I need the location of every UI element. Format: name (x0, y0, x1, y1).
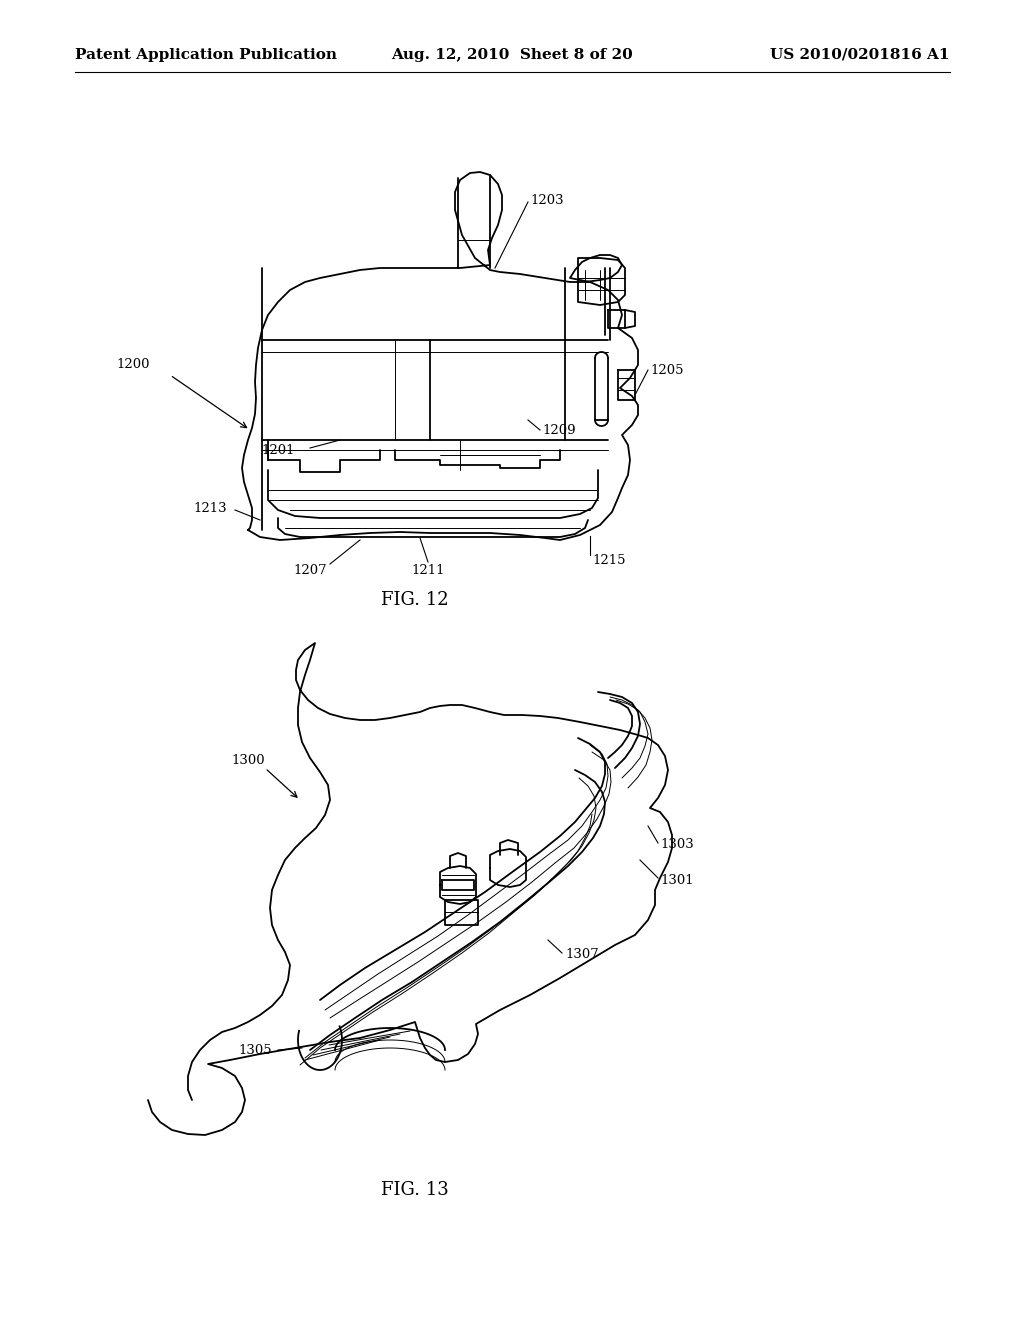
Text: 1205: 1205 (650, 363, 683, 376)
Text: 1307: 1307 (565, 949, 599, 961)
Text: 1215: 1215 (592, 553, 626, 566)
Text: 1300: 1300 (231, 754, 265, 767)
Text: Patent Application Publication: Patent Application Publication (75, 48, 337, 62)
Text: 1201: 1201 (261, 444, 295, 457)
Text: US 2010/0201816 A1: US 2010/0201816 A1 (770, 48, 950, 62)
Text: 1200: 1200 (117, 359, 150, 371)
Text: 1303: 1303 (660, 838, 693, 851)
Text: Aug. 12, 2010  Sheet 8 of 20: Aug. 12, 2010 Sheet 8 of 20 (391, 48, 633, 62)
Text: 1209: 1209 (542, 424, 575, 437)
Text: 1301: 1301 (660, 874, 693, 887)
Text: 1203: 1203 (530, 194, 563, 206)
Text: 1213: 1213 (194, 502, 226, 515)
Text: 1305: 1305 (239, 1044, 271, 1056)
Text: FIG. 13: FIG. 13 (381, 1181, 449, 1199)
Text: 1207: 1207 (293, 564, 327, 577)
Text: 1211: 1211 (412, 564, 444, 577)
Text: FIG. 12: FIG. 12 (381, 591, 449, 609)
